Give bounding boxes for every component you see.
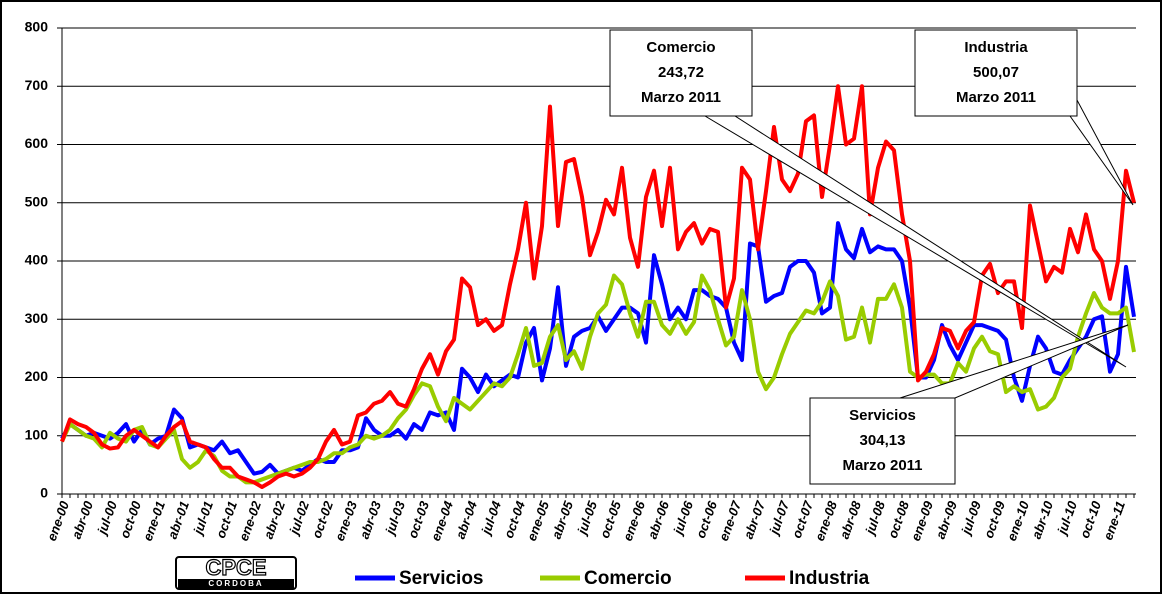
legend-label: Comercio [584, 568, 672, 589]
callout-box [809, 397, 956, 485]
logo-text: CPCE [205, 555, 266, 580]
callout-text: Marzo 2011 [842, 457, 922, 474]
callout-text: Marzo 2011 [641, 89, 721, 106]
callout-box [609, 29, 753, 117]
y-tick-label: 500 [25, 193, 49, 209]
legend-label: Servicios [399, 568, 484, 589]
callout-text: Comercio [646, 39, 715, 56]
y-tick-label: 700 [25, 77, 49, 93]
logo-band [178, 579, 294, 588]
callout-text: Marzo 2011 [956, 89, 1036, 106]
legend-label: Industria [789, 568, 870, 589]
y-tick-label: 600 [25, 135, 49, 151]
y-tick-label: 400 [25, 252, 49, 268]
callout-text: 243,72 [658, 64, 704, 81]
y-tick-label: 100 [25, 426, 49, 442]
y-tick-label: 300 [25, 310, 49, 326]
y-tick-label: 800 [25, 19, 49, 35]
callout-text: 304,13 [860, 432, 906, 449]
series-line [60, 84, 1136, 490]
logo-subtext: CORDOBA [208, 579, 263, 588]
callout-text: Servicios [849, 407, 916, 424]
callout-box [914, 29, 1078, 117]
callout-text: Industria [964, 39, 1028, 56]
y-tick-label: 200 [25, 368, 49, 384]
callout-text: 500,07 [973, 64, 1019, 81]
y-tick-label: 0 [40, 485, 48, 501]
